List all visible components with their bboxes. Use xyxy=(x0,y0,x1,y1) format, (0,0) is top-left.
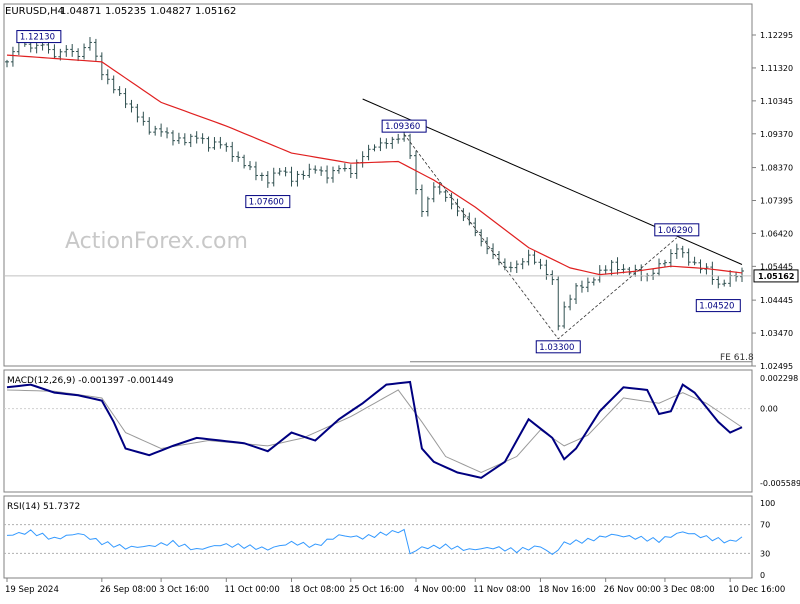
macd-panel: 0.002298 0.00 -0.005589 xyxy=(3,369,800,493)
header-high: 1.05235 xyxy=(105,6,146,17)
annotation-label: 1.03300 xyxy=(539,343,574,353)
annotation-label: 1.06290 xyxy=(658,226,693,236)
annotation-box xyxy=(535,340,581,354)
x-tick-label: 18 Nov 16:00 xyxy=(538,585,595,595)
macd-frame xyxy=(3,369,753,493)
header-close: 1.05162 xyxy=(195,6,236,17)
rsi-frame xyxy=(3,495,753,579)
x-tick-label: 10 Dec 16:00 xyxy=(728,585,785,595)
annotation-label: 1.04520 xyxy=(699,302,734,312)
annotation-label: 1.07600 xyxy=(249,198,284,208)
x-tick-label: 25 Oct 16:00 xyxy=(349,585,404,595)
current-price-label: 1.05162 xyxy=(758,272,794,281)
price-tick-label: 1.03470 xyxy=(760,329,793,338)
price-tick-label: 1.09370 xyxy=(760,130,793,139)
price-tick-label: 1.04445 xyxy=(760,296,793,305)
annotation-box xyxy=(695,299,741,313)
x-tick-label: 11 Oct 00:00 xyxy=(224,585,279,595)
rsi-tick-label: 0 xyxy=(760,571,765,580)
annotation-box xyxy=(654,223,700,237)
macd-title: MACD(12,26,9) -0.001397 -0.001449 xyxy=(7,376,174,386)
moving-average-line xyxy=(6,54,743,276)
price-tick-label: 1.12295 xyxy=(760,31,793,40)
rsi-tick-label: 70 xyxy=(760,521,770,530)
price-tick-label: 1.06420 xyxy=(760,229,793,238)
price-panel: 1.12295 1.11320 1.10345 1.09370 1.08370 1.073… xyxy=(3,3,799,371)
macd-tick-label: 0.002298 xyxy=(760,374,798,383)
rsi-line xyxy=(6,528,743,556)
swing-dashed-line xyxy=(403,133,678,340)
rsi-tick-label: 100 xyxy=(760,499,775,508)
price-tick-label: 1.11320 xyxy=(760,64,793,73)
price-tick-label: 1.08370 xyxy=(760,164,793,173)
price-tick-label: 1.05445 xyxy=(760,262,793,271)
x-tick-label: 19 Sep 2024 xyxy=(5,585,59,595)
annotation-label: 1.12130 xyxy=(20,33,55,43)
macd-tick-label: 0.00 xyxy=(760,405,778,414)
header-symbol: EURUSD,H4 xyxy=(5,6,64,17)
x-tick-label: 26 Nov 00:00 xyxy=(604,585,661,595)
x-tick-label: 3 Oct 16:00 xyxy=(159,585,209,595)
header-open: 1.04871 xyxy=(60,6,101,17)
rsi-title: RSI(14) 51.7372 xyxy=(7,502,80,512)
price-tick-label: 1.02495 xyxy=(760,362,793,371)
annotation-box xyxy=(16,30,62,44)
current-price-box xyxy=(753,269,799,283)
annotation-box xyxy=(381,119,427,133)
header-low: 1.04827 xyxy=(150,6,191,17)
fe-label: FE 61.8 xyxy=(720,353,754,363)
x-tick-label: 18 Oct 08:00 xyxy=(290,585,345,595)
macd-tick-label: -0.005589 xyxy=(760,479,800,488)
price-tick-label: 1.07395 xyxy=(760,197,793,206)
x-tick-label: 11 Nov 08:00 xyxy=(473,585,530,595)
annotation-box xyxy=(245,195,291,209)
annotation-label: 1.09360 xyxy=(385,122,420,132)
x-tick-label: 26 Sep 08:00 xyxy=(100,585,157,595)
price-tick-label: 1.10345 xyxy=(760,97,793,106)
price-frame xyxy=(3,3,753,367)
x-axis: 19 Sep 2024 26 Sep 08:00 3 Oct 16:00 11 Oct… xyxy=(5,578,785,595)
x-tick-label: 4 Nov 00:00 xyxy=(414,585,466,595)
macd-signal-line xyxy=(6,389,743,474)
rsi-panel: 100 70 30 0 xyxy=(3,495,775,580)
watermark: ActionForex.com xyxy=(65,229,248,254)
macd-line xyxy=(6,380,743,479)
x-tick-label: 3 Dec 08:00 xyxy=(663,585,715,595)
rsi-tick-label: 30 xyxy=(760,549,770,558)
